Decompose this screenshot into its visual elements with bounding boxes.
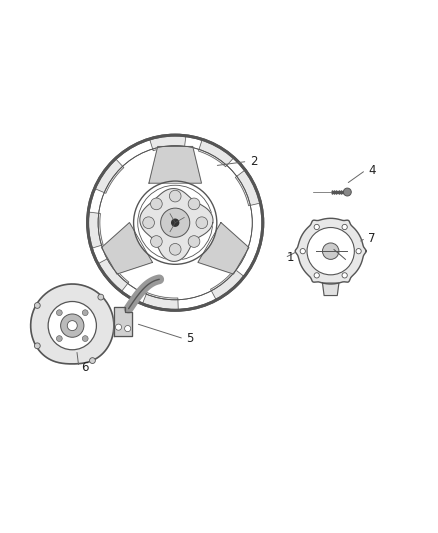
Circle shape — [188, 198, 200, 209]
Polygon shape — [198, 140, 234, 167]
Polygon shape — [114, 307, 132, 336]
Text: 2: 2 — [250, 155, 257, 168]
Circle shape — [57, 336, 62, 342]
Circle shape — [300, 248, 305, 254]
Circle shape — [161, 208, 190, 237]
Circle shape — [124, 326, 131, 332]
Circle shape — [134, 181, 217, 264]
Circle shape — [322, 243, 339, 260]
Circle shape — [35, 343, 40, 349]
Circle shape — [172, 219, 179, 226]
Polygon shape — [140, 189, 213, 261]
Circle shape — [196, 217, 208, 229]
Polygon shape — [322, 283, 339, 295]
Circle shape — [98, 294, 104, 300]
Circle shape — [151, 236, 162, 247]
Circle shape — [82, 336, 88, 342]
Circle shape — [170, 244, 181, 255]
Text: 7: 7 — [368, 231, 375, 245]
Circle shape — [342, 224, 347, 230]
Text: 1: 1 — [287, 251, 294, 264]
Circle shape — [342, 273, 347, 278]
Circle shape — [151, 198, 162, 209]
Circle shape — [57, 310, 62, 316]
Polygon shape — [295, 219, 366, 284]
Circle shape — [356, 248, 361, 254]
Circle shape — [307, 228, 354, 275]
Polygon shape — [198, 223, 249, 274]
Polygon shape — [31, 284, 114, 364]
Circle shape — [116, 324, 122, 330]
Circle shape — [82, 310, 88, 316]
Circle shape — [188, 236, 200, 247]
Polygon shape — [150, 135, 186, 151]
Polygon shape — [95, 159, 124, 193]
Polygon shape — [102, 223, 152, 274]
Polygon shape — [149, 147, 201, 183]
Circle shape — [314, 273, 319, 278]
Circle shape — [48, 302, 96, 350]
Text: 6: 6 — [81, 361, 88, 374]
Circle shape — [35, 303, 40, 309]
Polygon shape — [98, 258, 129, 292]
Circle shape — [60, 314, 84, 337]
Circle shape — [314, 224, 319, 230]
Text: 5: 5 — [186, 332, 194, 345]
Polygon shape — [235, 170, 261, 206]
Circle shape — [67, 321, 77, 330]
Text: 4: 4 — [368, 164, 375, 176]
Circle shape — [343, 188, 351, 196]
Circle shape — [88, 135, 263, 310]
Circle shape — [89, 358, 95, 364]
Polygon shape — [142, 293, 178, 310]
Circle shape — [170, 190, 181, 202]
Circle shape — [143, 217, 155, 229]
Polygon shape — [88, 212, 103, 248]
Polygon shape — [211, 269, 244, 300]
